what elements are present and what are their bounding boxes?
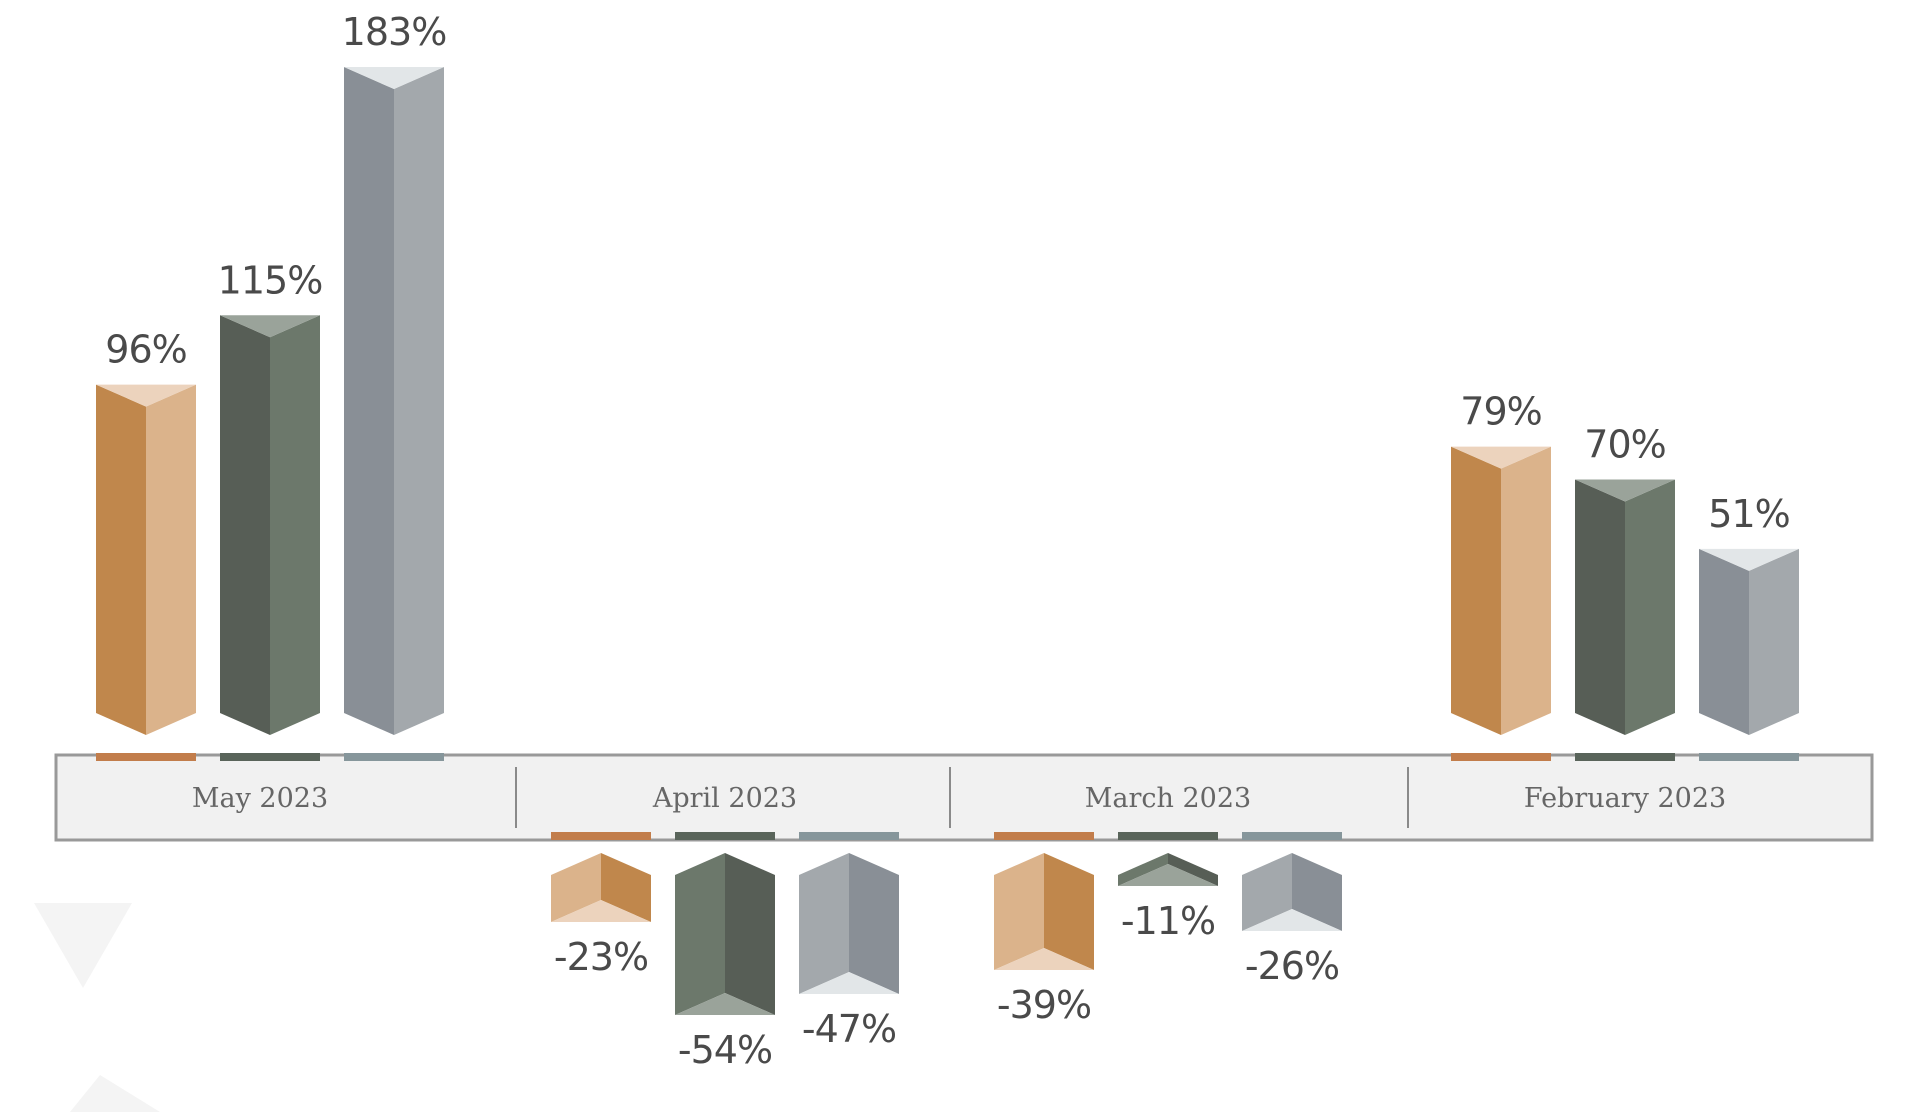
bar-base-strip [96, 753, 196, 761]
bar-april-2023-s1 [551, 832, 651, 922]
category-axis: May 2023 April 2023 March 2023 February 202… [54, 753, 1874, 842]
bar-base-strip [220, 753, 320, 761]
bar-top-cap [220, 315, 320, 338]
bar-right-face [1749, 548, 1799, 735]
bar-may-2023-s3 [344, 67, 444, 761]
bar-left-face [551, 853, 601, 922]
bar-base-strip [799, 832, 899, 840]
value-label: -47% [802, 1007, 896, 1051]
bar-right-face [1044, 853, 1094, 970]
value-label: 115% [218, 258, 323, 302]
bar-right-face [146, 384, 196, 735]
bar-base-strip [1575, 753, 1675, 761]
bar-left-face [994, 853, 1044, 970]
bar-left-face [96, 384, 146, 735]
bar-february-2023-s2 [1575, 479, 1675, 761]
bar-march-2023-s1 [994, 832, 1094, 970]
bar-left-face [1118, 853, 1168, 886]
value-label: 183% [342, 10, 447, 54]
decorative-triangles [34, 903, 160, 1112]
value-label: 79% [1460, 390, 1541, 434]
value-labels-layer: 96% 115% 183% -23% -54% -47% -39% -11% -26% 79% 70… [105, 10, 1790, 1072]
bar-left-face [1242, 853, 1292, 931]
bar-top-cap [344, 67, 444, 90]
bar-bottom-cap [1242, 909, 1342, 931]
bar-bottom-cap [675, 993, 775, 1015]
bar-right-face [849, 853, 899, 994]
bar-base-strip [675, 832, 775, 840]
bar-left-face [799, 853, 849, 994]
bar-top-cap [1699, 548, 1799, 571]
decor-triangle-down [34, 903, 132, 988]
bar-may-2023-s1 [96, 384, 196, 761]
value-label: 96% [105, 328, 186, 372]
bar-march-2023-s3 [1242, 832, 1342, 931]
bar-base-strip [551, 832, 651, 840]
bar-right-face [1292, 853, 1342, 931]
bar-april-2023-s3 [799, 832, 899, 994]
bar-left-face [1699, 548, 1749, 735]
category-label-february-2023: February 2023 [1524, 783, 1726, 814]
bar-bottom-cap [799, 972, 899, 994]
value-label: 51% [1708, 492, 1789, 536]
bar-right-face [1625, 479, 1675, 735]
bar-left-face [344, 67, 394, 736]
bar-right-face [601, 853, 651, 922]
bar-top-cap [96, 384, 196, 407]
bar-base-strip [1699, 753, 1799, 761]
value-label: -26% [1245, 944, 1339, 988]
bar-right-face [270, 315, 320, 735]
bar-april-2023-s2 [675, 832, 775, 1015]
bar-bottom-cap [1118, 864, 1218, 886]
value-label: -11% [1121, 899, 1215, 943]
category-label-march-2023: March 2023 [1085, 783, 1251, 814]
bar-base-strip [344, 753, 444, 761]
bar-left-face [220, 315, 270, 735]
bar-top-cap [1451, 446, 1551, 469]
bar-bottom-cap [551, 900, 651, 922]
value-label: -54% [678, 1028, 772, 1072]
bar-left-face [1575, 479, 1625, 735]
bar-base-strip [994, 832, 1094, 840]
bar-february-2023-s1 [1451, 446, 1551, 761]
value-label: 70% [1584, 423, 1665, 467]
decor-triangle-up [70, 1075, 160, 1112]
category-label-april-2023: April 2023 [652, 783, 797, 814]
value-label: -23% [554, 935, 648, 979]
bar-march-2023-s2 [1118, 832, 1218, 886]
bars-layer [96, 67, 1799, 1015]
bar-right-face [394, 67, 444, 736]
bar-left-face [675, 853, 725, 1015]
bar-top-cap [1575, 479, 1675, 502]
bar-february-2023-s3 [1699, 548, 1799, 761]
bar-bottom-cap [994, 948, 1094, 970]
category-label-may-2023: May 2023 [192, 783, 328, 814]
bar-base-strip [1451, 753, 1551, 761]
bar-base-strip [1242, 832, 1342, 840]
value-label: -39% [997, 983, 1091, 1027]
bar-base-strip [1118, 832, 1218, 840]
bar-may-2023-s2 [220, 315, 320, 761]
bar-right-face [1168, 853, 1218, 886]
bar-right-face [725, 853, 775, 1015]
bar-right-face [1501, 446, 1551, 735]
bar-left-face [1451, 446, 1501, 735]
axis-band-background [54, 753, 1874, 842]
